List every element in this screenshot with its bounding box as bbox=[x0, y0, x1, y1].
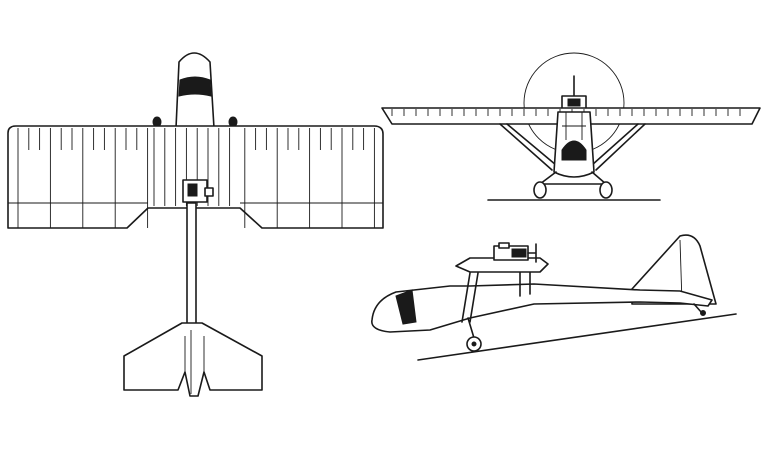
top-view-wing bbox=[7, 125, 384, 229]
front-view-canopy bbox=[561, 140, 587, 161]
side-view-main-wheel-hub bbox=[471, 341, 477, 347]
side-view-fuselage bbox=[371, 283, 713, 333]
side-view-engine-head bbox=[498, 242, 510, 249]
front-view bbox=[381, 52, 761, 201]
front-view-cockpit-frame bbox=[562, 112, 586, 140]
side-view-wing bbox=[455, 257, 549, 273]
side-view-canopy bbox=[395, 289, 417, 325]
front-view-right-wheel bbox=[599, 181, 613, 199]
side-view-ground-line bbox=[417, 313, 737, 361]
top-view-tail-boom bbox=[186, 202, 197, 333]
side-view-fin bbox=[631, 234, 717, 305]
front-view-engine-core bbox=[567, 98, 581, 107]
top-view-canopy-band bbox=[178, 76, 212, 97]
front-view-left-strut bbox=[499, 123, 557, 171]
side-view-pylon bbox=[461, 271, 531, 323]
side-view-tail-wheel bbox=[700, 310, 706, 316]
side-view-propeller-hub bbox=[527, 243, 537, 263]
side-view-engine-core bbox=[511, 248, 527, 258]
side-view-gear-leg bbox=[467, 317, 475, 339]
top-view bbox=[7, 52, 384, 397]
top-view-engine-core bbox=[187, 183, 198, 197]
top-view-engine-mount bbox=[204, 187, 214, 197]
front-view-right-strut bbox=[591, 123, 646, 171]
front-view-left-wheel bbox=[533, 181, 547, 199]
side-view bbox=[371, 234, 737, 361]
top-view-wing-ribs bbox=[17, 128, 375, 228]
top-view-tailplane bbox=[123, 322, 263, 397]
